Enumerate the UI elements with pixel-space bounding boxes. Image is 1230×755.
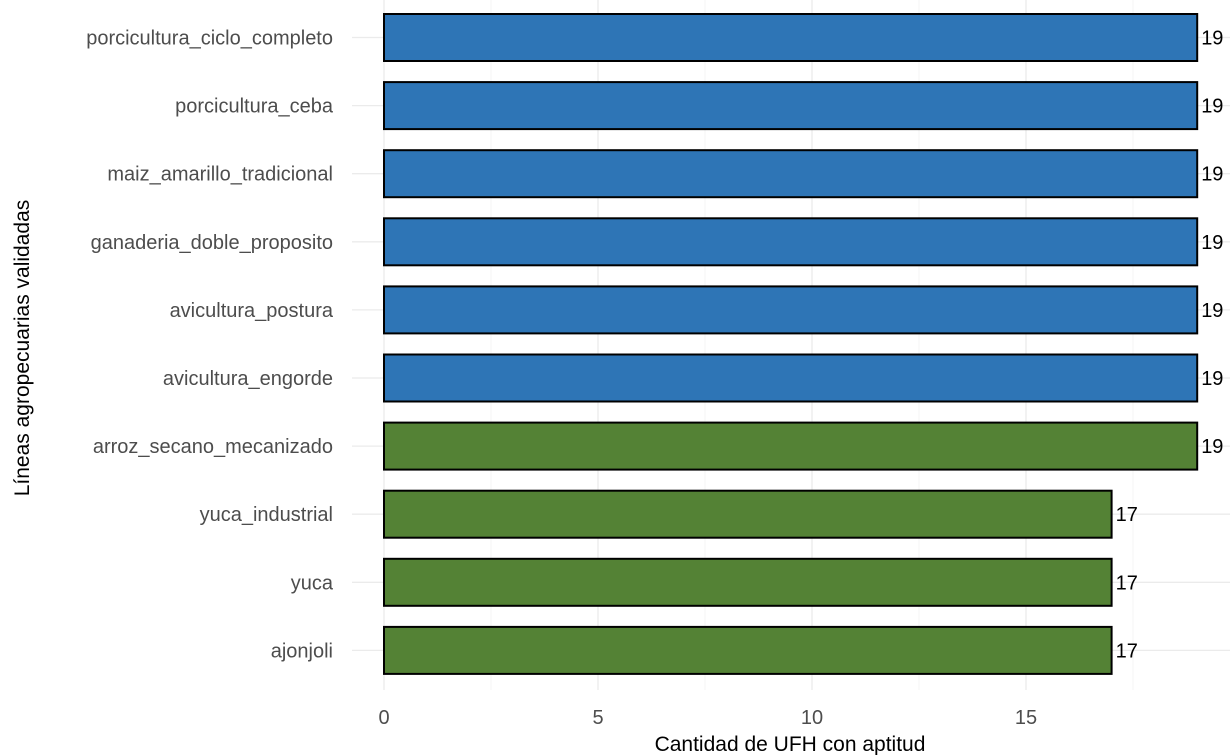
- value-label: 19: [1201, 232, 1223, 254]
- value-label: 17: [1116, 640, 1138, 662]
- y-tick-labels: porcicultura_ciclo_completo porcicultura_…: [86, 28, 334, 663]
- y-tick-label: arroz_secano_mecanizado: [93, 436, 333, 458]
- bar-porcicultura_ceba: [383, 81, 1199, 131]
- bar-ganaderia_doble_proposito: [383, 217, 1199, 267]
- value-label: 19: [1201, 96, 1223, 118]
- value-label: 19: [1201, 28, 1223, 50]
- y-axis-title: Líneas agropecuarias validadas: [11, 200, 34, 497]
- bar-arroz_secano_mecanizado: [383, 421, 1199, 471]
- x-tick-label: 0: [378, 707, 389, 729]
- y-tick-label: porcicultura_ciclo_completo: [86, 28, 333, 50]
- value-label: 17: [1116, 504, 1138, 526]
- bar-yuca: [383, 557, 1113, 607]
- y-tick-label: yuca: [291, 572, 334, 594]
- y-tick-label: avicultura_postura: [170, 300, 334, 322]
- bars-group: [383, 13, 1199, 675]
- bar-avicultura_engorde: [383, 353, 1199, 403]
- y-tick-label: porcicultura_ceba: [175, 96, 334, 118]
- y-tick-label: yuca_industrial: [200, 504, 333, 526]
- x-tick-label: 5: [592, 707, 603, 729]
- bar-maiz_amarillo_tradicional: [383, 149, 1199, 199]
- x-axis-title: Cantidad de UFH con aptitud: [655, 733, 926, 755]
- x-tick-label: 15: [1015, 707, 1037, 729]
- y-tick-label: ganaderia_doble_proposito: [91, 232, 333, 254]
- value-label: 19: [1201, 300, 1223, 322]
- value-labels: 19 19 19 19 19 19 19 17 17 17: [1116, 28, 1224, 663]
- x-tick-label: 10: [801, 707, 823, 729]
- y-tick-label: avicultura_engorde: [163, 368, 333, 390]
- value-label: 19: [1201, 164, 1223, 186]
- y-tick-label: maiz_amarillo_tradicional: [107, 164, 333, 186]
- bar-porcicultura_ciclo_completo: [383, 13, 1199, 62]
- value-label: 17: [1116, 572, 1138, 594]
- y-tick-label: ajonjoli: [271, 640, 333, 662]
- bar-avicultura_postura: [383, 285, 1199, 335]
- value-label: 19: [1201, 368, 1223, 390]
- bar-ajonjoli: [383, 625, 1113, 675]
- bar-yuca_industrial: [383, 489, 1113, 539]
- x-tick-labels: 0 5 10 15: [378, 707, 1037, 729]
- value-label: 19: [1201, 436, 1223, 458]
